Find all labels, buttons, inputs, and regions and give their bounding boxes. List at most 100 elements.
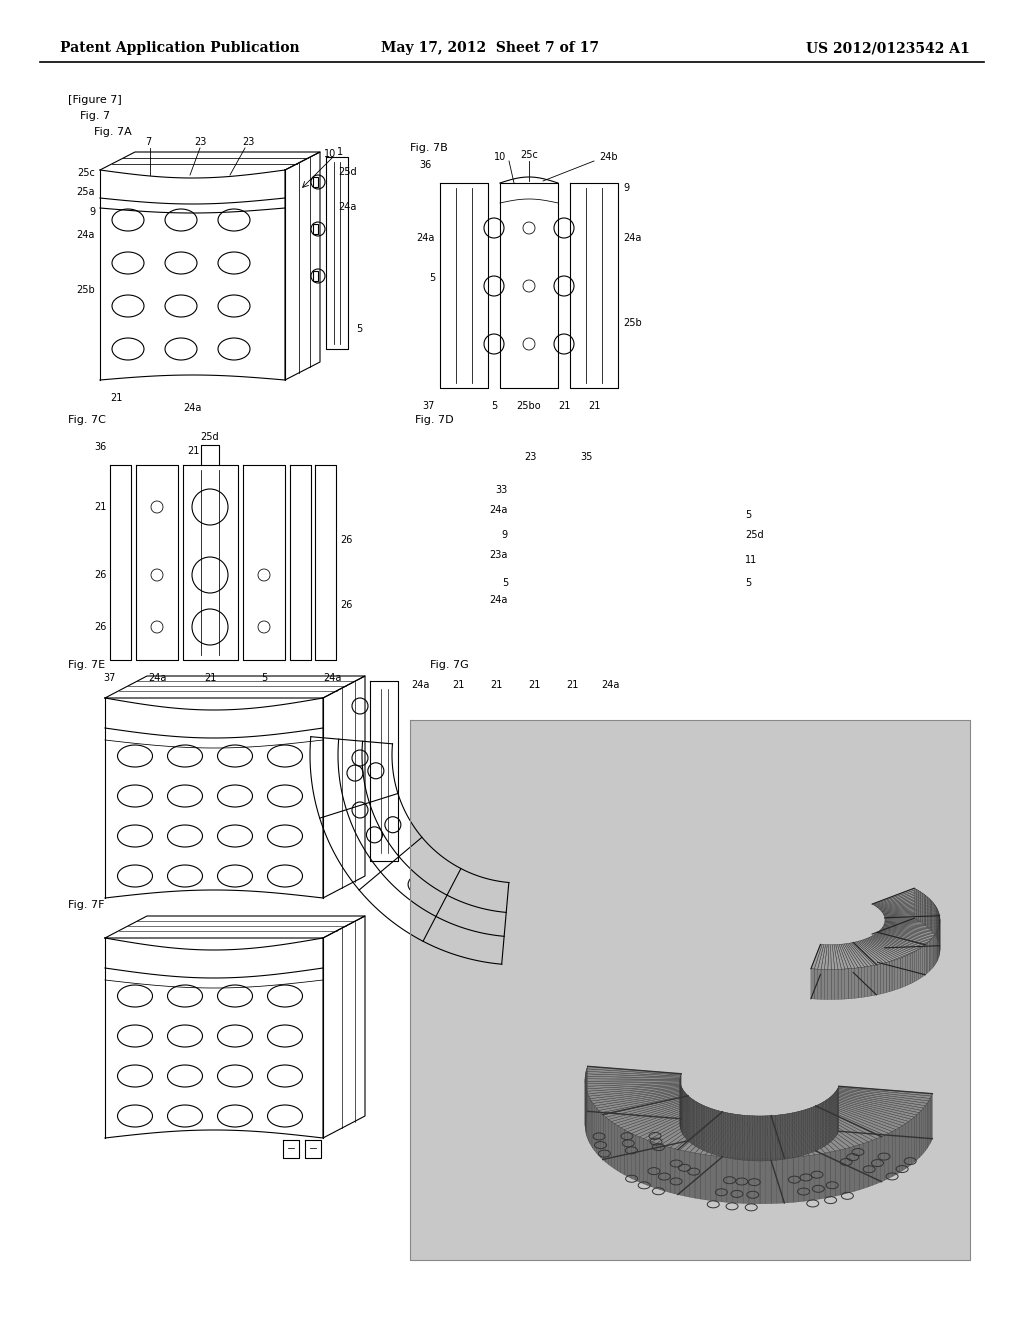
Polygon shape [884, 925, 938, 932]
Polygon shape [927, 1101, 929, 1148]
Polygon shape [595, 1092, 685, 1107]
Polygon shape [809, 1107, 811, 1154]
Polygon shape [855, 968, 858, 998]
Polygon shape [859, 940, 892, 962]
Text: May 17, 2012  Sheet 7 of 17: May 17, 2012 Sheet 7 of 17 [381, 41, 599, 55]
Polygon shape [606, 1117, 608, 1164]
Polygon shape [837, 1089, 929, 1104]
Polygon shape [836, 1090, 927, 1106]
Polygon shape [775, 1115, 777, 1160]
Polygon shape [874, 891, 921, 906]
Polygon shape [749, 1115, 758, 1159]
Polygon shape [883, 907, 937, 915]
Polygon shape [838, 944, 848, 969]
Text: 37: 37 [423, 401, 435, 411]
Polygon shape [878, 896, 928, 908]
Polygon shape [625, 1130, 628, 1176]
Polygon shape [885, 1134, 889, 1180]
Text: 25b: 25b [623, 318, 642, 327]
Polygon shape [829, 1097, 830, 1143]
Polygon shape [830, 1151, 836, 1197]
Polygon shape [857, 941, 886, 964]
Polygon shape [706, 1155, 711, 1201]
Polygon shape [826, 1100, 828, 1144]
Text: 5: 5 [356, 323, 362, 334]
Text: 33: 33 [496, 484, 508, 495]
Polygon shape [750, 1115, 753, 1160]
Polygon shape [608, 1119, 611, 1167]
Polygon shape [871, 965, 874, 995]
Polygon shape [892, 960, 895, 991]
Text: Fig. 7E: Fig. 7E [68, 660, 105, 671]
Polygon shape [932, 902, 933, 933]
Polygon shape [882, 904, 935, 912]
Polygon shape [817, 1105, 889, 1135]
Polygon shape [680, 1111, 726, 1151]
Polygon shape [755, 1115, 760, 1159]
Polygon shape [777, 1115, 780, 1160]
Polygon shape [707, 1107, 709, 1152]
Polygon shape [879, 931, 929, 942]
Polygon shape [916, 949, 919, 981]
Polygon shape [614, 1123, 617, 1171]
Text: 24a: 24a [489, 595, 508, 605]
Polygon shape [831, 1096, 920, 1115]
Text: 25d: 25d [201, 432, 219, 442]
Polygon shape [597, 1107, 599, 1155]
Polygon shape [621, 1127, 625, 1175]
Polygon shape [799, 1111, 801, 1156]
Text: 25c: 25c [520, 150, 538, 160]
Text: 11: 11 [745, 554, 758, 565]
Polygon shape [830, 1096, 916, 1117]
Polygon shape [908, 1119, 911, 1167]
Polygon shape [868, 1140, 872, 1187]
Polygon shape [882, 928, 934, 937]
Text: 25c: 25c [77, 168, 95, 178]
Polygon shape [597, 1093, 686, 1110]
Polygon shape [591, 1101, 593, 1148]
Polygon shape [874, 965, 878, 995]
Polygon shape [586, 1082, 681, 1089]
Polygon shape [738, 1158, 743, 1204]
Polygon shape [817, 1105, 819, 1150]
Text: 24a: 24a [417, 234, 435, 243]
Polygon shape [926, 942, 928, 974]
Text: 9: 9 [89, 207, 95, 216]
Polygon shape [880, 899, 931, 909]
Polygon shape [923, 945, 925, 977]
Polygon shape [885, 913, 939, 917]
Polygon shape [773, 1115, 794, 1158]
Polygon shape [821, 969, 824, 999]
Polygon shape [753, 1115, 755, 1160]
Polygon shape [811, 1107, 877, 1140]
Polygon shape [880, 931, 931, 941]
Polygon shape [825, 1100, 826, 1146]
Polygon shape [817, 945, 825, 969]
Polygon shape [865, 939, 903, 958]
Polygon shape [611, 1100, 693, 1123]
Polygon shape [795, 1111, 797, 1158]
Text: 21: 21 [588, 401, 600, 411]
Polygon shape [670, 1111, 721, 1148]
Polygon shape [628, 1131, 632, 1179]
Polygon shape [882, 927, 935, 936]
Polygon shape [846, 944, 864, 968]
Polygon shape [797, 1111, 845, 1150]
Text: 26: 26 [94, 622, 106, 632]
Polygon shape [835, 1092, 926, 1107]
Polygon shape [606, 1097, 691, 1119]
Polygon shape [830, 1096, 831, 1142]
Text: 36: 36 [95, 442, 106, 451]
Polygon shape [813, 1106, 881, 1139]
Text: 23a: 23a [489, 550, 508, 560]
Polygon shape [881, 1135, 885, 1181]
Polygon shape [795, 1111, 840, 1151]
Polygon shape [801, 1110, 803, 1156]
Polygon shape [896, 1127, 899, 1175]
Polygon shape [905, 1122, 908, 1168]
Polygon shape [825, 1152, 830, 1199]
Polygon shape [830, 945, 835, 969]
Text: 10: 10 [324, 149, 336, 158]
Polygon shape [797, 1111, 799, 1158]
Polygon shape [919, 948, 921, 979]
